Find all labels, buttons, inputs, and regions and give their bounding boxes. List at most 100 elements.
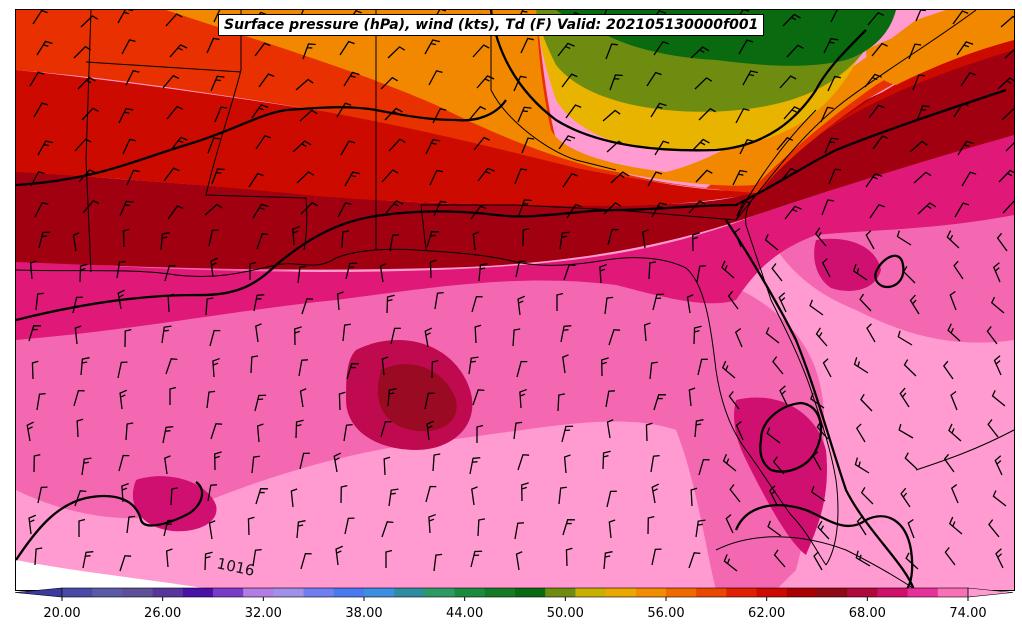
wind-barb	[608, 329, 621, 346]
wind-barb	[721, 260, 735, 279]
colorbar-tick-label: 68.00	[849, 606, 886, 621]
wind-barb	[121, 482, 129, 503]
wind-barb	[300, 201, 318, 215]
wind-barb	[810, 486, 826, 502]
wind-barb	[31, 360, 39, 380]
wind-barb	[607, 228, 619, 246]
wind-barb	[725, 514, 734, 534]
wind-barb	[645, 422, 653, 442]
wind-barb	[336, 291, 344, 311]
wind-barb	[944, 547, 956, 566]
wind-barb	[773, 549, 786, 568]
wind-barb	[735, 108, 750, 124]
wind-barb	[909, 294, 920, 315]
wind-barb	[385, 200, 404, 214]
wind-barb	[948, 516, 963, 535]
wind-barb	[736, 200, 750, 217]
wind-barb	[695, 169, 713, 183]
dewpoint-blob-2	[377, 364, 457, 432]
colorbar-bin	[756, 588, 788, 597]
wind-barb	[722, 453, 737, 472]
wind-barb	[255, 488, 268, 505]
wind-barb	[810, 392, 825, 409]
colorbar-bin	[92, 588, 123, 597]
wind-barb	[855, 550, 871, 567]
wind-barb	[470, 550, 483, 568]
wind-barb	[653, 40, 669, 56]
wind-barb	[162, 426, 174, 444]
wind-barb	[852, 263, 868, 281]
wind-barb	[742, 70, 758, 86]
wind-barb	[827, 75, 841, 92]
wind-barb	[606, 419, 614, 439]
colorbar-bin	[484, 588, 516, 597]
wind-barb	[118, 454, 130, 472]
wind-barb	[29, 260, 37, 280]
wind-barb	[474, 324, 482, 344]
wind-barb	[956, 41, 974, 56]
wind-barb	[986, 326, 998, 345]
wind-barb	[517, 295, 526, 316]
colorbar-bin	[907, 588, 939, 597]
wind-barb	[163, 167, 180, 182]
wind-barb	[208, 229, 219, 247]
wind-barb	[556, 292, 564, 311]
wind-barb	[210, 75, 225, 92]
wind-barb	[295, 419, 304, 439]
wind-barb	[469, 457, 481, 475]
wind-barb	[167, 293, 175, 313]
wind-barb	[908, 43, 922, 60]
wind-barb	[383, 456, 391, 476]
wind-barb	[211, 168, 225, 185]
wind-barb	[768, 485, 778, 506]
wind-barb	[522, 227, 530, 247]
wind-barb	[387, 46, 406, 59]
wind-barb	[698, 458, 710, 476]
wind-barb	[426, 231, 439, 248]
wind-barb	[36, 40, 53, 56]
wind-barb	[823, 37, 839, 54]
wind-barb	[830, 10, 845, 23]
wind-barb	[948, 423, 962, 442]
wind-barb	[992, 262, 1001, 283]
wind-barb	[853, 357, 869, 374]
colorbar-bin	[152, 588, 184, 597]
wind-barb	[824, 137, 839, 154]
wind-barb	[82, 551, 94, 569]
colorbar-tick-label: 44.00	[446, 606, 483, 621]
wind-barb	[429, 259, 437, 279]
wind-barb	[117, 361, 128, 379]
wind-barb	[961, 171, 977, 187]
wind-barb	[78, 518, 86, 537]
wind-barb	[295, 78, 314, 91]
wind-barb	[734, 328, 743, 348]
wind-barb	[247, 516, 255, 536]
wind-barb	[738, 39, 754, 55]
wind-barb	[28, 325, 41, 342]
wind-barb	[605, 43, 618, 60]
wind-barb	[732, 169, 748, 186]
wind-barb	[472, 44, 490, 58]
wind-barb	[119, 200, 134, 217]
wind-barb	[299, 388, 307, 408]
colorbar-bin	[333, 588, 365, 597]
wind-barb	[606, 490, 617, 508]
wind-barb	[252, 549, 262, 567]
wind-barb	[727, 290, 739, 310]
wind-barb	[566, 203, 582, 219]
wind-barb	[779, 385, 788, 406]
wind-barb	[1005, 138, 1014, 152]
wind-barb	[169, 44, 188, 58]
isobar-southwest	[16, 481, 204, 561]
wind-barb	[563, 264, 576, 281]
wind-barb	[210, 423, 223, 440]
wind-barb	[695, 519, 706, 538]
wind-barb	[476, 75, 495, 89]
wind-barb	[256, 233, 269, 250]
colorbar-extend-max	[967, 587, 1014, 598]
wind-barb	[385, 549, 393, 568]
colorbar-bin	[666, 588, 697, 597]
wind-barb	[429, 169, 443, 186]
wind-barb	[1001, 108, 1014, 121]
wind-barb	[424, 392, 435, 410]
